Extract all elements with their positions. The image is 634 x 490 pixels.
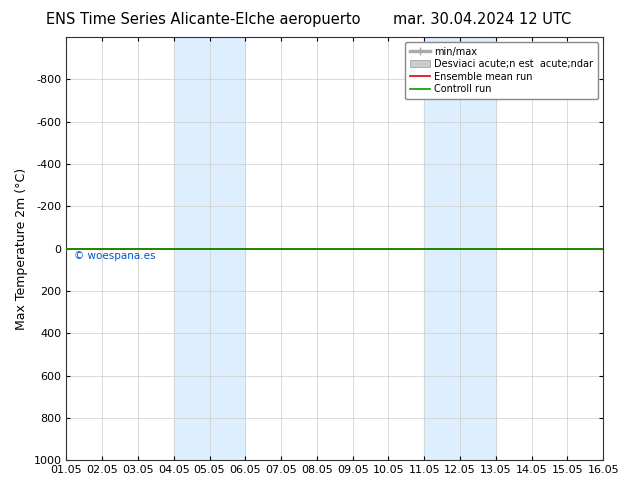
Bar: [424, 37, 496, 460]
Text: © woespana.es: © woespana.es: [74, 251, 156, 261]
Legend: min/max, Desviaci acute;n est  acute;ndar, Ensemble mean run, Controll run: min/max, Desviaci acute;n est acute;ndar…: [405, 42, 598, 99]
Y-axis label: Max Temperature 2m (°C): Max Temperature 2m (°C): [15, 168, 28, 330]
Text: mar. 30.04.2024 12 UTC: mar. 30.04.2024 12 UTC: [392, 12, 571, 27]
Text: ENS Time Series Alicante-Elche aeropuerto: ENS Time Series Alicante-Elche aeropuert…: [46, 12, 360, 27]
Bar: [174, 37, 245, 460]
